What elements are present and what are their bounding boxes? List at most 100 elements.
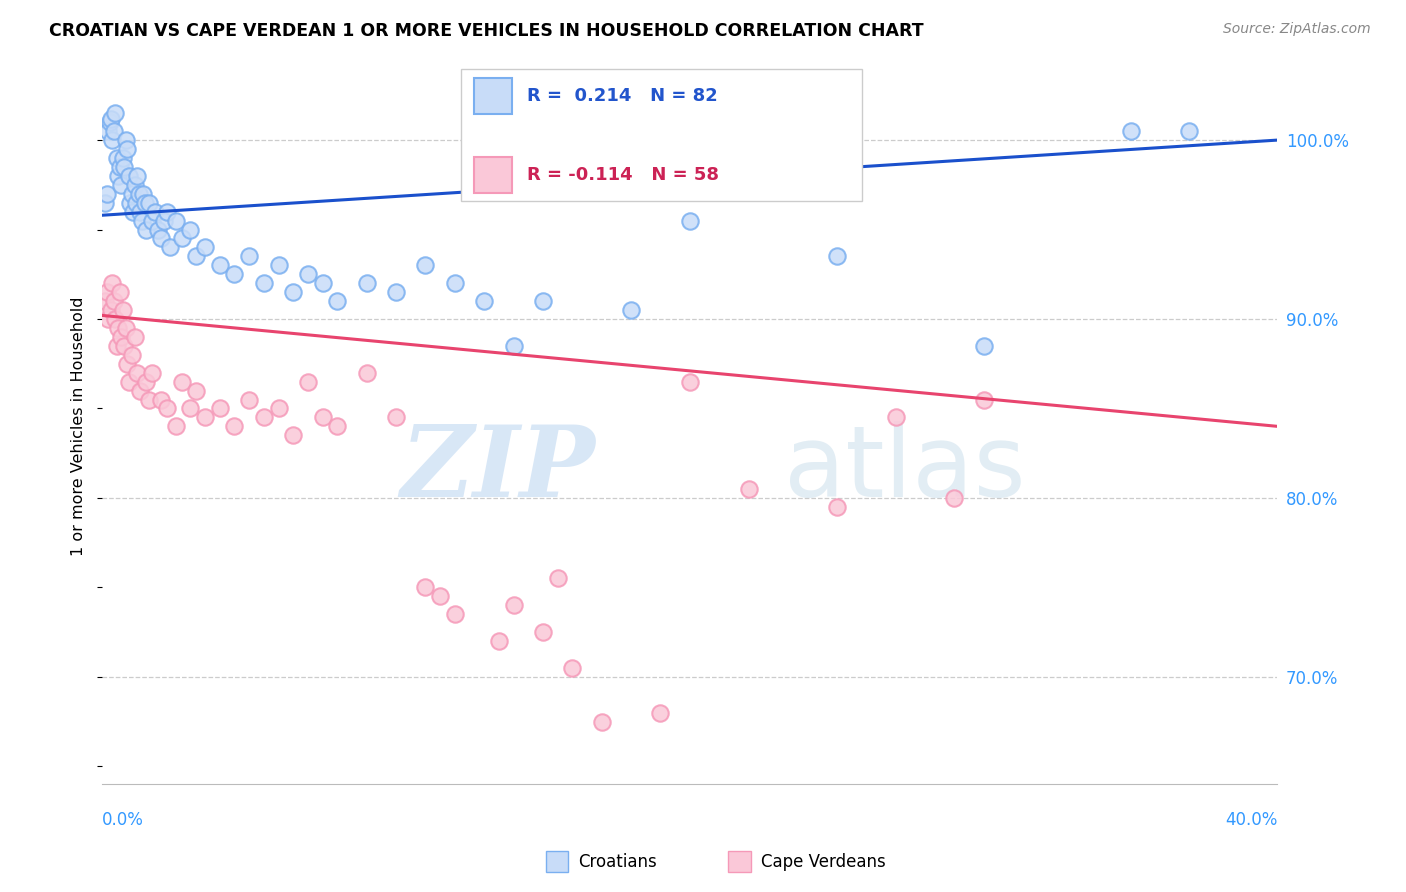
Point (283, 285, 305, 300)
Point (825, 500, 848, 514)
Point (165, 213, 187, 227)
Point (103, 124, 125, 138)
Point (127, 366, 149, 380)
Point (134, 195, 156, 210)
Point (170, 231, 193, 245)
Point (101, 277, 124, 291)
Point (96, 285, 118, 300)
Point (118, 169, 141, 183)
Point (118, 375, 141, 389)
Point (97, 312, 120, 326)
Point (94, 195, 117, 210)
Point (194, 240, 217, 254)
Point (311, 410, 333, 425)
Point (104, 106, 127, 120)
Point (297, 267, 319, 281)
Point (591, 714, 613, 729)
Point (443, 277, 465, 291)
Point (443, 607, 465, 622)
Point (415, 258, 437, 272)
Point (156, 401, 179, 416)
Point (186, 249, 208, 263)
Point (208, 258, 231, 272)
Point (267, 258, 290, 272)
Point (531, 294, 554, 309)
Point (98, 115, 121, 129)
Point (356, 277, 378, 291)
Point (105, 339, 128, 353)
Point (97, 124, 120, 138)
Point (103, 294, 125, 309)
Point (159, 240, 181, 254)
Point (238, 392, 260, 407)
Text: ZIP: ZIP (401, 421, 596, 517)
Point (132, 186, 155, 201)
Point (179, 222, 201, 236)
Point (385, 410, 408, 425)
Point (561, 661, 583, 675)
Point (149, 231, 172, 245)
Point (385, 285, 408, 300)
Point (127, 169, 149, 183)
Text: Croatians: Croatians (578, 853, 657, 871)
Text: R = -0.114   N = 58: R = -0.114 N = 58 (527, 166, 720, 184)
Point (165, 419, 187, 434)
Point (112, 339, 135, 353)
Text: Source: ZipAtlas.com: Source: ZipAtlas.com (1223, 22, 1371, 37)
Point (108, 160, 131, 174)
Point (737, 482, 759, 496)
Point (110, 330, 132, 344)
Point (488, 634, 510, 648)
Point (105, 151, 128, 165)
Point (973, 392, 995, 407)
Point (129, 204, 152, 219)
Point (973, 339, 995, 353)
Point (502, 599, 524, 613)
Point (943, 491, 966, 505)
Point (179, 401, 201, 416)
Point (153, 213, 176, 227)
Point (110, 178, 132, 192)
Text: CROATIAN VS CAPE VERDEAN 1 OR MORE VEHICLES IN HOUSEHOLD CORRELATION CHART: CROATIAN VS CAPE VERDEAN 1 OR MORE VEHIC… (49, 22, 924, 40)
Y-axis label: 1 or more Vehicles in Household: 1 or more Vehicles in Household (72, 297, 86, 556)
Point (679, 213, 702, 227)
Text: R =  0.214   N = 82: R = 0.214 N = 82 (527, 87, 718, 105)
Text: atlas: atlas (785, 421, 1025, 517)
Text: 40.0%: 40.0% (1225, 811, 1278, 829)
Point (326, 419, 349, 434)
Point (114, 321, 136, 335)
Text: Cape Verdeans: Cape Verdeans (761, 853, 886, 871)
Point (143, 204, 166, 219)
Point (208, 401, 231, 416)
Point (297, 375, 319, 389)
Point (502, 339, 524, 353)
Point (253, 277, 276, 291)
Point (186, 384, 208, 398)
Point (115, 357, 138, 371)
Point (111, 151, 134, 165)
Point (135, 222, 157, 236)
Point (356, 366, 378, 380)
Point (115, 142, 138, 156)
Point (825, 249, 848, 263)
Point (149, 392, 172, 407)
Point (326, 294, 349, 309)
Point (124, 178, 146, 192)
Point (531, 625, 554, 640)
Point (138, 392, 160, 407)
Point (120, 195, 142, 210)
Point (107, 321, 129, 335)
Point (429, 590, 451, 604)
Point (107, 169, 129, 183)
Point (121, 348, 143, 362)
Point (238, 249, 260, 263)
Point (884, 410, 907, 425)
Point (131, 213, 153, 227)
Point (100, 112, 122, 126)
Point (125, 195, 148, 210)
Point (141, 213, 163, 227)
Point (679, 375, 702, 389)
Point (94, 294, 117, 309)
Point (141, 366, 163, 380)
Point (138, 195, 160, 210)
